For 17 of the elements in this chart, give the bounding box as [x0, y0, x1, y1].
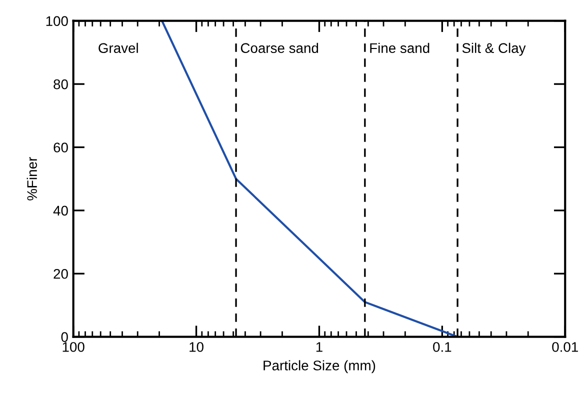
annotation: Gravel	[98, 42, 138, 54]
x-tick-label: 0.01	[552, 342, 578, 352]
annotation: Fine sand	[370, 42, 430, 54]
y-axis-title: %Finer	[26, 157, 37, 200]
x-axis-title: Particle Size (mm)	[264, 360, 376, 374]
x-tick-label: 0.1	[433, 342, 452, 352]
y-tick-label: 40	[53, 206, 68, 216]
y-tick-label: 20	[54, 268, 68, 279]
y-tick-label: 100	[46, 16, 68, 26]
y-tick-label: 0	[61, 332, 68, 342]
x-tick-label: 100	[62, 342, 84, 352]
y-tick-label: 60	[54, 142, 68, 152]
annotation: Coarse sand	[240, 42, 318, 54]
y-tick-label: 80	[54, 79, 68, 90]
x-tick-label: 10	[190, 342, 204, 352]
x-tick-label: 1	[316, 342, 322, 352]
annotation: Silt & Clay	[462, 42, 526, 56]
